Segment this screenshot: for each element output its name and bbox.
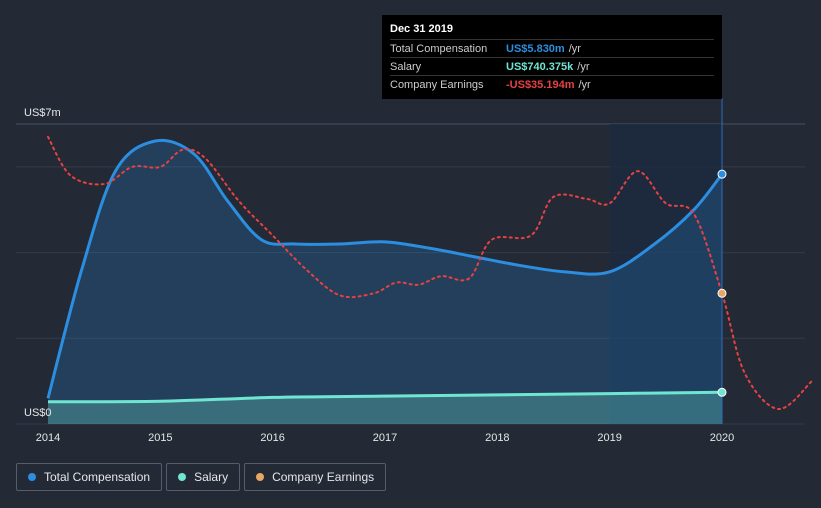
series-area-total-compensation — [48, 140, 722, 424]
x-tick-label: 2018 — [485, 432, 509, 444]
tooltip: Dec 31 2019 Total Compensation US$5.830m… — [382, 15, 722, 99]
series-markers — [717, 169, 727, 397]
hover-band — [609, 124, 722, 424]
legend-item-total-compensation[interactable]: Total Compensation — [16, 463, 163, 491]
x-tick-label: 2017 — [373, 432, 397, 444]
tooltip-value: US$740.375k — [506, 60, 574, 73]
legend-dot-icon — [178, 473, 187, 481]
x-tick-label: 2020 — [710, 432, 734, 444]
tooltip-row-total: Total Compensation US$5.830m /yr — [390, 39, 714, 57]
legend-label: Company Earnings — [272, 470, 375, 484]
tooltip-unit: /yr — [578, 78, 591, 91]
x-tick-label: 2016 — [260, 432, 284, 444]
marker-total-compensation[interactable] — [717, 169, 727, 179]
legend-label: Total Compensation — [44, 470, 151, 484]
tooltip-value: US$5.830m — [506, 42, 565, 55]
series-lines — [46, 98, 813, 424]
tooltip-label: Company Earnings — [390, 78, 484, 91]
tooltip-unit: /yr — [577, 60, 590, 73]
marker-company-earnings[interactable] — [717, 288, 727, 298]
y-tick-label-top: US$7m — [24, 107, 61, 119]
tooltip-value: -US$35.194m — [506, 78, 575, 91]
tooltip-row-earnings: Company Earnings -US$35.194m /yr — [390, 75, 714, 93]
tooltip-label: Salary — [390, 60, 422, 73]
legend-item-salary[interactable]: Salary — [166, 463, 241, 491]
tooltip-unit: /yr — [568, 42, 581, 55]
tooltip-date: Dec 31 2019 — [390, 23, 453, 35]
legend: Total Compensation Salary Company Earnin… — [16, 463, 387, 491]
legend-item-company-earnings[interactable]: Company Earnings — [244, 463, 387, 491]
x-axis-ticks: 2014 2015 2016 2017 2018 2019 2020 — [36, 432, 734, 444]
series-line-total-compensation — [46, 138, 724, 399]
x-tick-label: 2019 — [597, 432, 621, 444]
y-tick-label-bottom: US$0 — [24, 407, 52, 419]
legend-dot-icon — [256, 473, 265, 481]
x-tick-label: 2014 — [36, 432, 60, 444]
tooltip-row-salary: Salary US$740.375k /yr — [390, 57, 714, 75]
marker-salary[interactable] — [717, 387, 727, 397]
legend-label: Salary — [194, 470, 229, 484]
series-line-salary — [47, 390, 723, 404]
tooltip-label: Total Compensation — [390, 42, 488, 55]
x-tick-label: 2015 — [148, 432, 172, 444]
legend-dot-icon — [28, 473, 36, 481]
series-line-company-earnings — [47, 135, 813, 410]
